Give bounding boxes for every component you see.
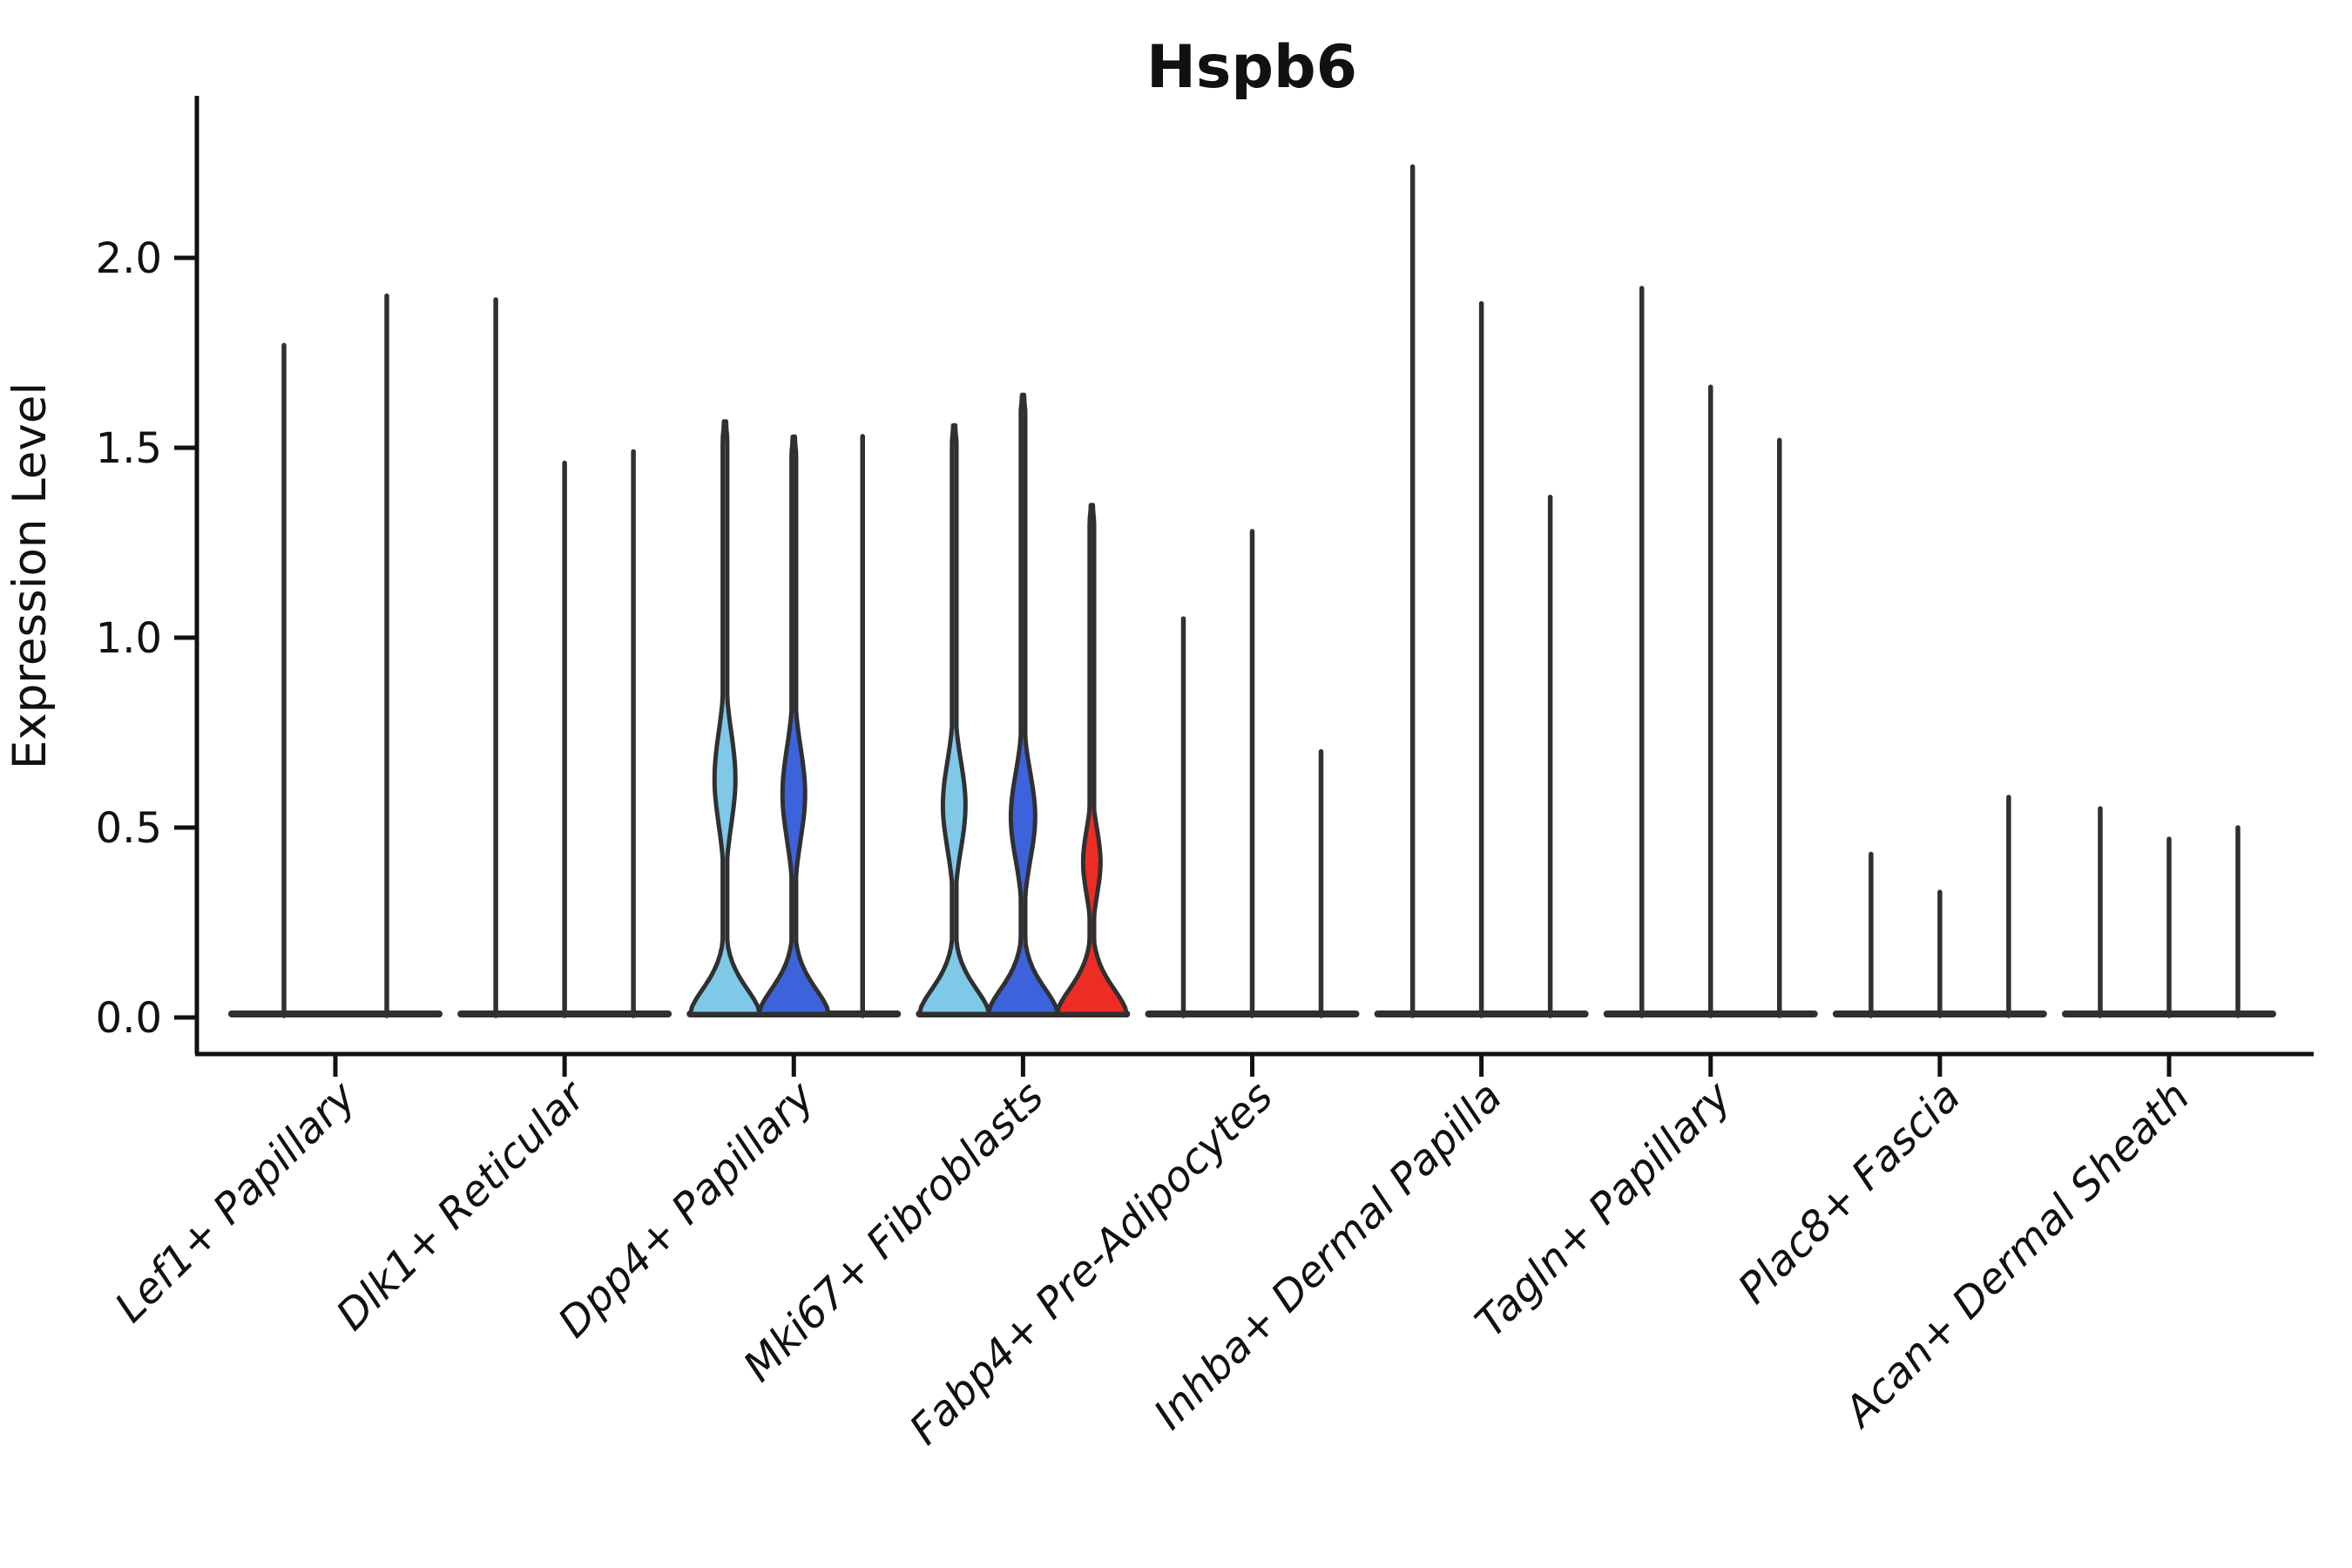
chart-title: Hspb6 xyxy=(1146,33,1357,102)
y-tick-label: 0.5 xyxy=(96,804,162,853)
x-tick-label: Lef1+ Papillary xyxy=(105,1071,366,1332)
y-tick-label: 0.0 xyxy=(96,994,162,1043)
y-tick-label: 2.0 xyxy=(96,234,162,283)
y-axis-label: Expression Level xyxy=(3,382,57,769)
x-tick-label: Plac8+ Fascia xyxy=(1729,1072,1970,1314)
violin-red xyxy=(1054,503,1129,1017)
x-tick-label: Tagln+ Papillary xyxy=(1466,1071,1741,1347)
violin-blue xyxy=(985,392,1060,1017)
y-tick-label: 1.0 xyxy=(96,614,162,663)
violin-lightblue xyxy=(687,419,762,1017)
x-tick-label: Fabp4+ Pre-Adipocytes xyxy=(900,1072,1282,1455)
x-tick-label: Dpp4+ Papillary xyxy=(549,1071,824,1347)
violin-blue xyxy=(756,434,831,1017)
y-tick-label: 1.5 xyxy=(96,424,162,473)
violin-lightblue xyxy=(916,422,991,1017)
x-tick-label: Dlk1+ Reticular xyxy=(327,1071,597,1341)
